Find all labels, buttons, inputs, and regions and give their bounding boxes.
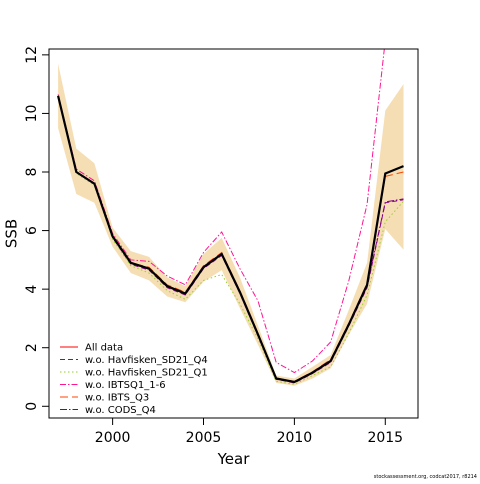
y-tick-label: 8	[24, 168, 40, 177]
x-tick-label: 2005	[186, 430, 222, 446]
legend-label: w.o. IBTSQ1_1-6	[85, 380, 166, 391]
x-tick-label: 2000	[95, 430, 131, 446]
y-axis: 0 2 4 6 8 10 12	[24, 46, 50, 411]
series-line-6	[57, 95, 404, 384]
x-axis: 2000 2005 2010 2015	[95, 417, 403, 446]
y-tick-label: 10	[24, 105, 40, 123]
series-layer	[57, 49, 404, 385]
confidence-band-layer	[58, 63, 404, 386]
x-axis-title: Year	[217, 450, 251, 468]
x-tick-label: 2015	[367, 430, 403, 446]
footnote: stockassessment.org, codcat2017, r8214	[374, 474, 477, 480]
series-line-3	[57, 49, 385, 374]
y-tick-label: 12	[24, 46, 40, 64]
confidence-band	[58, 63, 404, 386]
y-tick-label: 4	[24, 285, 40, 294]
y-tick-label: 0	[24, 402, 40, 411]
legend-label: w.o. Havfisken_SD21_Q4	[85, 355, 208, 366]
y-tick-label: 6	[24, 226, 40, 235]
legend-label: w.o. CODS_Q4	[85, 405, 156, 416]
legend-label: w.o. Havfisken_SD21_Q1	[85, 368, 208, 379]
legend-label: w.o. IBTS_Q3	[85, 393, 149, 404]
y-tick-label: 2	[24, 343, 40, 352]
x-tick-label: 2010	[277, 430, 313, 446]
y-axis-title: SSB	[3, 219, 21, 248]
legend-label: All data	[85, 343, 123, 354]
series-line-2	[57, 97, 404, 385]
